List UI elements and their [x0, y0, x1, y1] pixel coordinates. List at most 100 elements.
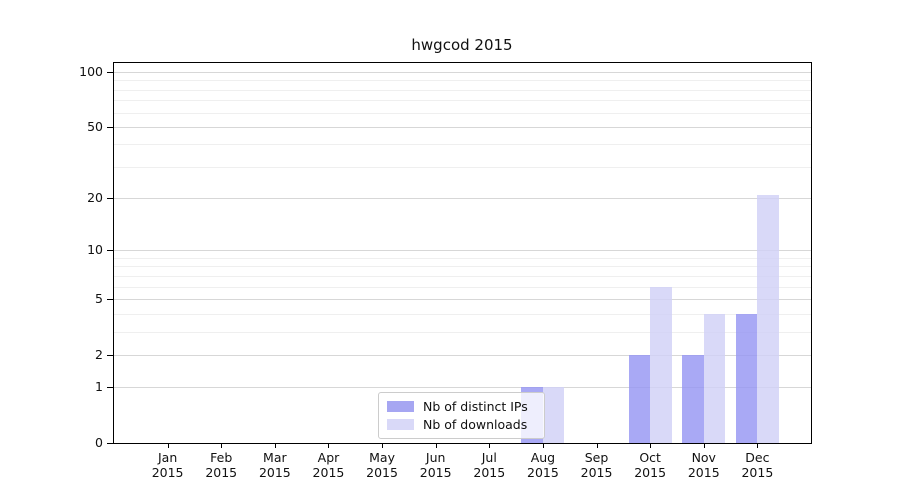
gridline-minor	[114, 100, 811, 102]
x-tick	[489, 444, 491, 448]
x-tick-label-month: Dec	[745, 450, 770, 465]
y-tick	[107, 298, 113, 300]
legend-label-distinct-ips: Nb of distinct IPs	[423, 399, 528, 415]
x-tick-label-month: Jan	[157, 450, 178, 465]
y-tick-label: 0	[95, 435, 103, 450]
gridline-minor	[114, 266, 811, 268]
x-tick-label: Feb 2015	[181, 450, 261, 480]
y-tick-label: 50	[87, 118, 103, 134]
gridline-major	[114, 298, 811, 300]
x-tick	[167, 444, 169, 448]
x-tick-label-year: 2015	[258, 465, 291, 480]
x-tick-label-month: Jul	[481, 450, 497, 465]
y-tick	[107, 126, 113, 128]
y-tick	[107, 387, 113, 389]
legend-swatch-distinct-ips-icon	[387, 401, 414, 413]
x-tick-label-year: 2015	[687, 465, 720, 480]
bar-downloads	[542, 387, 565, 443]
gridline-major	[114, 198, 811, 200]
x-tick-label: Apr 2015	[288, 450, 368, 480]
x-tick-label: Oct 2015	[610, 450, 690, 480]
x-tick-label-year: 2015	[366, 465, 398, 480]
bar-distinct-ips	[682, 354, 704, 443]
gridline-minor	[114, 89, 811, 91]
y-tick	[107, 443, 113, 444]
y-tick-label: 100	[79, 64, 103, 80]
x-tick-label-month: Feb	[210, 450, 233, 465]
x-tick	[757, 444, 759, 448]
x-tick-label-year: 2015	[473, 465, 506, 480]
x-tick	[382, 444, 384, 448]
x-tick-label-year: 2015	[634, 465, 667, 480]
y-tick-label: 20	[87, 190, 103, 206]
y-tick-label: 1	[95, 379, 103, 395]
legend: Nb of distinct IPs Nb of downloads	[378, 392, 545, 439]
x-tick-label-month: Oct	[639, 450, 661, 465]
x-tick-label-year: 2015	[151, 465, 184, 480]
x-tick	[435, 444, 437, 448]
x-tick-label: Mar 2015	[235, 450, 315, 480]
bar-downloads	[757, 194, 779, 443]
x-tick	[542, 444, 544, 448]
gridline-major	[114, 387, 811, 389]
y-tick	[107, 250, 113, 252]
x-tick-label-year: 2015	[205, 465, 238, 480]
x-tick-label-year: 2015	[741, 465, 774, 480]
gridline-minor	[114, 112, 811, 114]
legend-item-downloads: Nb of downloads	[387, 417, 536, 432]
x-tick-label: Jul 2015	[449, 450, 529, 480]
x-tick-label: May 2015	[342, 450, 422, 480]
legend-label-downloads: Nb of downloads	[423, 416, 528, 432]
x-tick	[650, 444, 652, 448]
gridline-minor	[114, 80, 811, 82]
y-tick	[107, 354, 113, 356]
x-tick-label: Nov 2015	[664, 450, 744, 480]
gridline-major	[114, 72, 811, 74]
y-tick-label: 5	[95, 290, 103, 306]
gridline-major	[114, 126, 811, 128]
legend-item-distinct-ips: Nb of distinct IPs	[387, 399, 536, 414]
gridline-minor	[114, 331, 811, 333]
x-tick-label-year: 2015	[527, 465, 559, 480]
y-tick	[107, 198, 113, 200]
x-tick-label-month: Apr	[317, 450, 340, 465]
bar-downloads	[650, 286, 672, 443]
x-tick-label-month: May	[369, 450, 395, 465]
gridline-minor	[114, 286, 811, 288]
chart-title: hwgcod 2015	[411, 36, 513, 54]
x-tick-label: Sep 2015	[557, 450, 637, 480]
x-tick	[328, 444, 330, 448]
x-tick-label: Jan 2015	[128, 450, 208, 480]
gridline-major	[114, 250, 811, 252]
legend-swatch-downloads-icon	[387, 418, 414, 430]
y-tick	[107, 72, 113, 74]
x-tick-label-month: Jun	[425, 450, 446, 465]
x-tick	[221, 444, 223, 448]
x-tick-label-month: Sep	[584, 450, 609, 465]
x-tick-label-year: 2015	[312, 465, 345, 480]
bar-distinct-ips	[628, 354, 651, 443]
bar-distinct-ips	[735, 313, 758, 443]
gridline-minor	[114, 144, 811, 146]
x-tick-label: Dec 2015	[717, 450, 797, 480]
gridline-minor	[114, 166, 811, 168]
x-tick-label-month: Nov	[691, 450, 716, 465]
x-tick-label-year: 2015	[419, 465, 452, 480]
x-tick	[703, 444, 705, 448]
x-tick-label-month: Aug	[530, 450, 556, 465]
x-tick	[274, 444, 276, 448]
gridline-minor	[114, 257, 811, 259]
gridline-minor	[114, 313, 811, 315]
plot-area	[113, 62, 812, 444]
x-tick-label-year: 2015	[580, 465, 613, 480]
y-tick-label: 2	[95, 346, 103, 362]
x-tick-label-month: Mar	[263, 450, 287, 465]
y-tick-label: 10	[87, 242, 103, 258]
x-tick	[596, 444, 598, 448]
x-tick-label: Jun 2015	[396, 450, 476, 480]
gridline-major	[114, 354, 811, 356]
x-tick-label: Aug 2015	[503, 450, 583, 480]
bar-downloads	[703, 313, 726, 443]
gridline-minor	[114, 275, 811, 277]
